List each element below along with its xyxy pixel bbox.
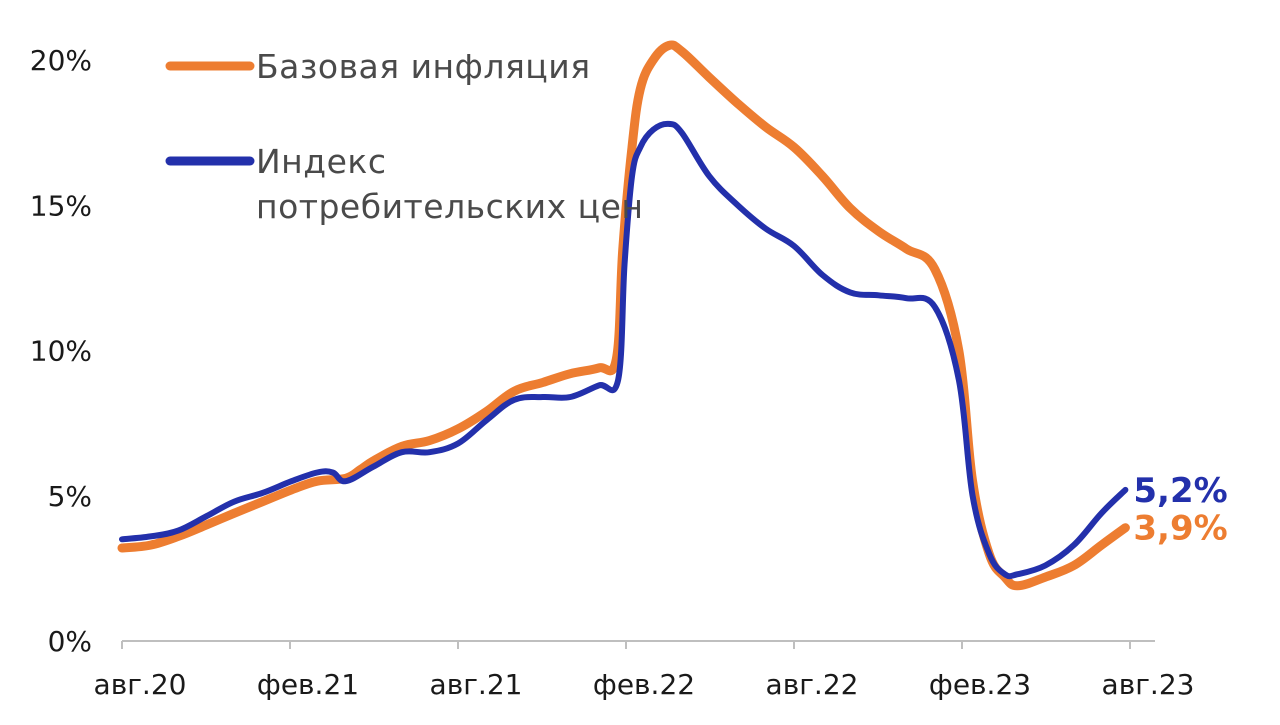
legend-label-cpi-line-2: потребительских цен [256,187,644,226]
y-tick-label: 10% [30,335,92,368]
series-lines [117,40,1130,591]
end-label-cpi: 5,2% [1133,471,1227,511]
x-tick-label: авг.21 [430,668,523,701]
x-axis-ticks [121,641,1131,649]
legend-item-core-inflation: Базовая инфляция [165,47,591,86]
series-line-cpi [119,120,1129,580]
end-label-core-inflation: 3,9% [1133,509,1227,549]
y-tick-label: 20% [30,44,92,77]
legend-label-cpi-line-1: Индекс [256,142,386,181]
y-tick-label: 15% [30,189,92,222]
y-tick-label: 0% [48,625,92,658]
x-axis-tick-labels: авг.20 фев.21 авг.21 фев.22 авг.22 фев.23 авг.… [94,668,1195,701]
y-tick-label: 5% [48,480,92,513]
series-end-labels: 3,9%5,2% [1133,471,1227,549]
x-tick-label: авг.20 [94,668,187,701]
legend-label-cpi: Индекс потребительских цен [256,142,644,226]
legend: Базовая инфляция Индекс потребительских … [165,47,644,226]
y-axis-tick-labels: 0% 5% 10% 15% 20% [30,44,92,658]
x-tick-label: фев.23 [929,668,1031,701]
x-tick-label: авг.23 [1102,668,1195,701]
legend-label-core-inflation: Базовая инфляция [256,47,591,86]
x-tick-label: авг.22 [766,668,859,701]
x-tick-label: фев.22 [593,668,695,701]
x-tick-label: фев.21 [257,668,359,701]
legend-item-cpi: Индекс потребительских цен [165,142,644,226]
